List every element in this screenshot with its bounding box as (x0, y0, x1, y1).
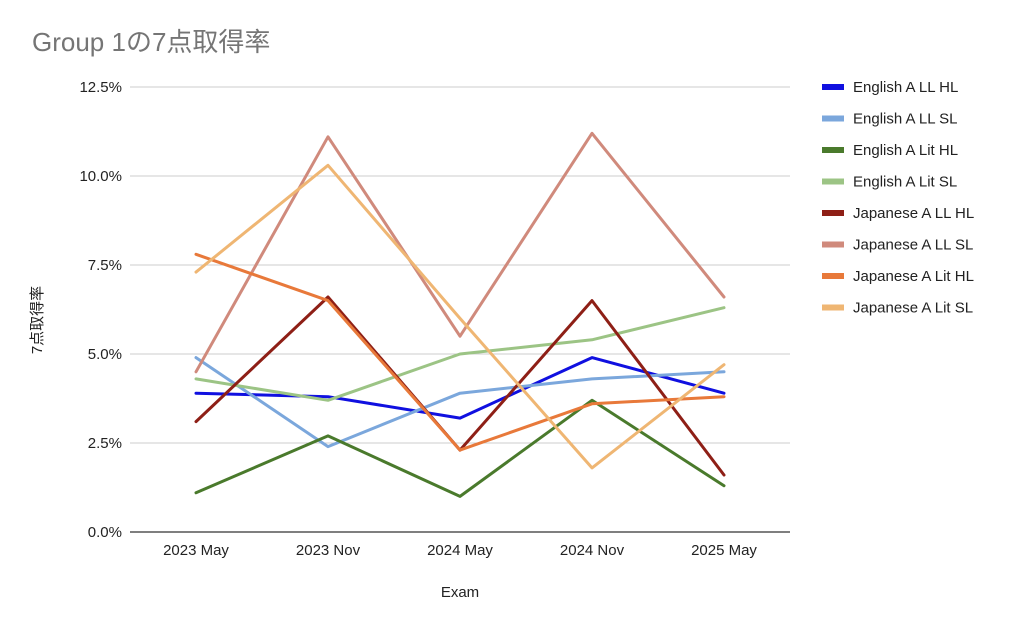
series-line (194, 356, 726, 449)
legend-swatch (822, 210, 844, 216)
series-line (194, 398, 726, 498)
series-line (194, 356, 726, 420)
legend-label: Japanese A LL HL (853, 205, 974, 222)
y-axis-title: 7点取得率 (29, 286, 46, 354)
legend-label: English A Lit SL (853, 174, 957, 191)
legend-swatch (822, 273, 844, 279)
legend-swatch (822, 115, 844, 122)
axes: 0.0% 2.5% 5.0% 7.5% 10.0% 12.5% 2023 May 2023 N… (79, 79, 757, 559)
x-tick-label: 2023 May (163, 542, 229, 559)
y-tick-label: 10.0% (79, 168, 122, 185)
series-line (194, 306, 726, 402)
legend-label: English A LL SL (853, 111, 958, 128)
legend-label: Japanese A Lit HL (853, 268, 974, 285)
legend-swatch (822, 147, 844, 153)
legend: English A LL HL English A LL SL English A … (822, 79, 974, 317)
y-tick-label: 7.5% (88, 257, 122, 274)
y-tick-label: 2.5% (88, 435, 122, 452)
x-axis-title: Exam (441, 584, 479, 601)
x-tick-label: 2024 May (427, 542, 493, 559)
series-lines (194, 131, 726, 498)
x-tick-label: 2024 Nov (560, 542, 625, 559)
legend-label: Japanese A LL SL (853, 237, 973, 254)
legend-label: Japanese A Lit SL (853, 300, 973, 317)
x-tick-label: 2023 Nov (296, 542, 361, 559)
legend-label: English A LL HL (853, 79, 958, 96)
series-line (194, 131, 726, 374)
legend-swatch (822, 178, 844, 185)
legend-swatch (822, 241, 844, 248)
legend-swatch (822, 84, 844, 90)
series-line (194, 252, 726, 452)
chart-title: Group 1の7点取得率 (32, 27, 271, 57)
legend-label: English A Lit HL (853, 142, 958, 159)
y-tick-label: 0.0% (88, 524, 122, 541)
series-line (194, 163, 726, 470)
y-tick-label: 12.5% (79, 79, 122, 96)
legend-swatch (822, 304, 844, 311)
y-tick-label: 5.0% (88, 346, 122, 363)
x-tick-label: 2025 May (691, 542, 757, 559)
